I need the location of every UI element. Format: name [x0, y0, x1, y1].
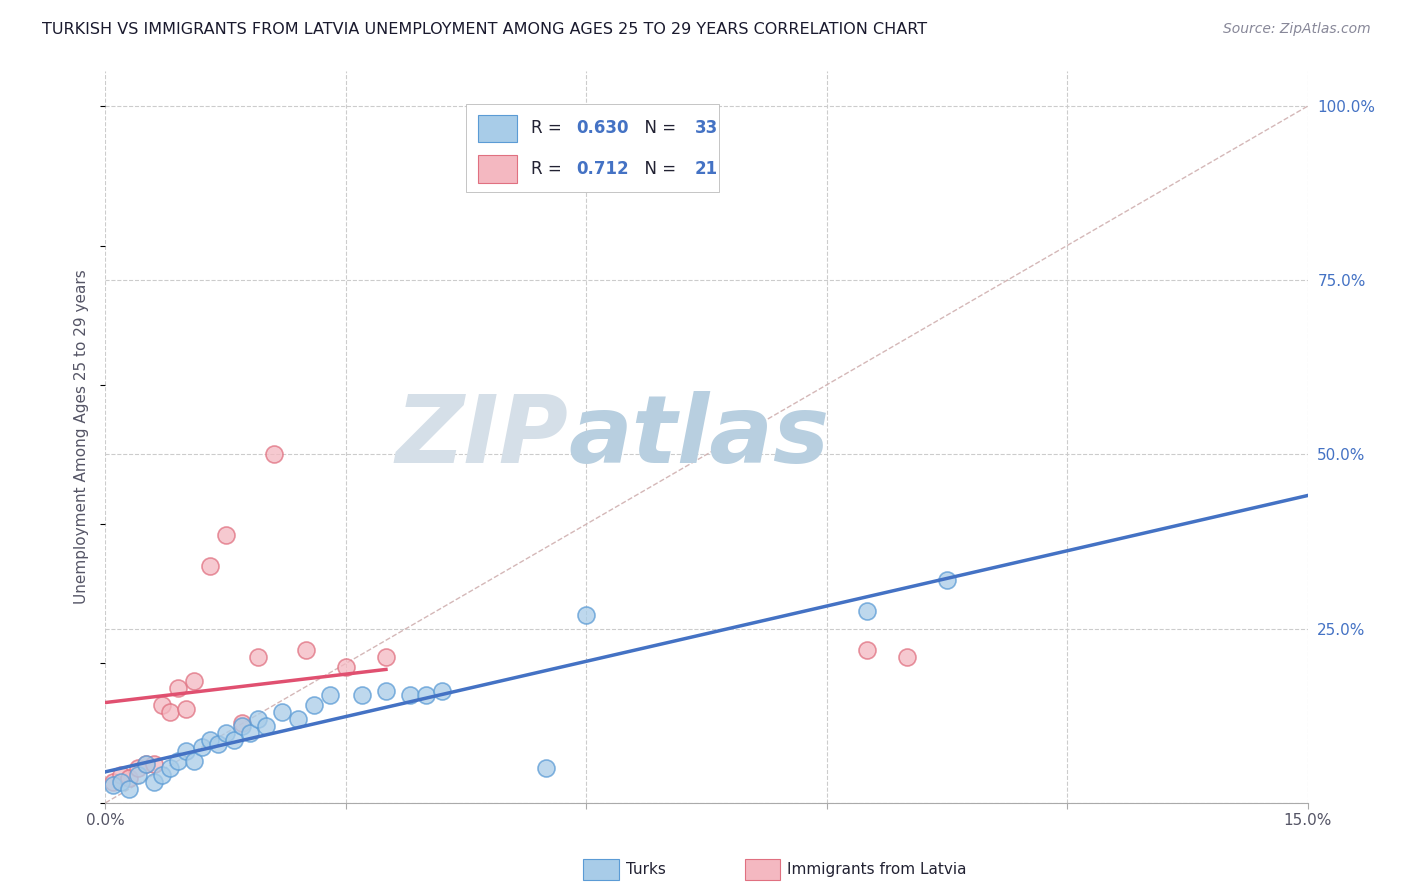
- Point: [335, 660, 357, 674]
- Point: [295, 642, 318, 657]
- Point: [287, 712, 309, 726]
- Point: [239, 726, 262, 740]
- FancyBboxPatch shape: [465, 104, 718, 192]
- Text: R =: R =: [531, 160, 567, 178]
- Point: [855, 604, 877, 618]
- Point: [103, 778, 125, 792]
- Point: [110, 775, 132, 789]
- Point: [103, 775, 125, 789]
- Point: [127, 761, 149, 775]
- Point: [142, 757, 165, 772]
- Text: 33: 33: [695, 120, 717, 137]
- Text: 0.630: 0.630: [576, 120, 628, 137]
- Point: [231, 719, 253, 733]
- FancyBboxPatch shape: [478, 154, 516, 183]
- Point: [222, 733, 245, 747]
- Point: [159, 761, 181, 775]
- Text: 0.712: 0.712: [576, 160, 630, 178]
- Point: [430, 684, 453, 698]
- Point: [135, 757, 157, 772]
- Text: N =: N =: [634, 160, 682, 178]
- Point: [166, 681, 188, 695]
- Point: [374, 649, 398, 664]
- Point: [159, 705, 181, 719]
- Point: [183, 673, 205, 688]
- Text: ZIP: ZIP: [395, 391, 568, 483]
- Point: [207, 737, 229, 751]
- Point: [166, 754, 188, 768]
- Point: [135, 757, 157, 772]
- Text: Source: ZipAtlas.com: Source: ZipAtlas.com: [1223, 22, 1371, 37]
- Point: [174, 702, 197, 716]
- Text: 21: 21: [695, 160, 717, 178]
- Text: atlas: atlas: [568, 391, 830, 483]
- Point: [198, 733, 221, 747]
- Point: [214, 527, 236, 541]
- Text: TURKISH VS IMMIGRANTS FROM LATVIA UNEMPLOYMENT AMONG AGES 25 TO 29 YEARS CORRELA: TURKISH VS IMMIGRANTS FROM LATVIA UNEMPL…: [42, 22, 928, 37]
- Point: [575, 607, 598, 622]
- FancyBboxPatch shape: [478, 114, 516, 143]
- Point: [374, 684, 398, 698]
- Y-axis label: Unemployment Among Ages 25 to 29 years: Unemployment Among Ages 25 to 29 years: [75, 269, 90, 605]
- Point: [855, 642, 877, 657]
- Point: [254, 719, 277, 733]
- Point: [127, 768, 149, 782]
- Point: [415, 688, 437, 702]
- Text: Turks: Turks: [626, 863, 665, 877]
- Point: [399, 688, 422, 702]
- Point: [896, 649, 918, 664]
- Point: [118, 772, 141, 786]
- Text: N =: N =: [634, 120, 682, 137]
- Point: [150, 768, 173, 782]
- Point: [214, 726, 236, 740]
- Point: [263, 448, 285, 462]
- Point: [231, 715, 253, 730]
- Point: [150, 698, 173, 713]
- Point: [110, 768, 132, 782]
- Point: [246, 712, 269, 726]
- Point: [936, 573, 959, 587]
- Point: [174, 743, 197, 757]
- Point: [118, 781, 141, 796]
- Point: [270, 705, 292, 719]
- Text: Immigrants from Latvia: Immigrants from Latvia: [787, 863, 967, 877]
- Point: [534, 761, 557, 775]
- Point: [302, 698, 325, 713]
- Point: [350, 688, 373, 702]
- Text: R =: R =: [531, 120, 567, 137]
- Point: [319, 688, 342, 702]
- Point: [246, 649, 269, 664]
- Point: [142, 775, 165, 789]
- Point: [190, 740, 212, 755]
- Point: [183, 754, 205, 768]
- Point: [198, 558, 221, 573]
